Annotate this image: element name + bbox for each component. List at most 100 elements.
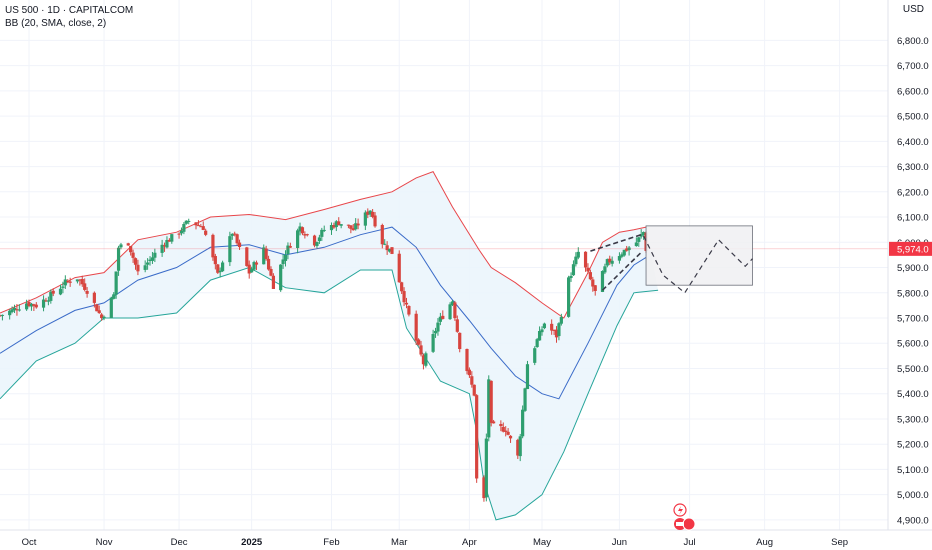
candle-body[interactable] — [441, 315, 445, 319]
candle-body[interactable] — [211, 234, 215, 258]
candle-body[interactable] — [187, 220, 191, 222]
candle-body[interactable] — [100, 314, 104, 319]
candle-body[interactable] — [283, 254, 288, 261]
candle-body[interactable] — [300, 227, 305, 234]
candle-body[interactable] — [51, 290, 55, 294]
candle-body[interactable] — [199, 226, 203, 228]
candle-body[interactable] — [346, 224, 351, 226]
candle-body[interactable] — [233, 233, 237, 235]
candle-body[interactable] — [583, 251, 588, 268]
candle-body[interactable] — [404, 302, 409, 305]
candle-body[interactable] — [83, 283, 87, 290]
candle-body[interactable] — [216, 264, 220, 273]
candle-body[interactable] — [608, 258, 612, 263]
candle-body[interactable] — [484, 438, 488, 498]
candle-body[interactable] — [569, 275, 573, 279]
projection-box[interactable] — [645, 225, 753, 286]
candle-body[interactable] — [148, 259, 152, 262]
candle-body[interactable] — [46, 300, 50, 302]
candle-body[interactable] — [320, 229, 324, 237]
candle-body[interactable] — [516, 439, 520, 456]
candle-body[interactable] — [639, 234, 643, 237]
candle-body[interactable] — [567, 277, 571, 317]
candle-body[interactable] — [15, 309, 19, 311]
candle-body[interactable] — [218, 270, 222, 273]
candle-body[interactable] — [356, 223, 360, 226]
candle-body[interactable] — [472, 384, 476, 396]
projection-path[interactable] — [643, 235, 753, 294]
candle-body[interactable] — [112, 294, 116, 299]
candle-body[interactable] — [92, 292, 96, 303]
candle-body[interactable] — [196, 225, 201, 227]
candle-body[interactable] — [571, 264, 576, 276]
candle-body[interactable] — [230, 233, 234, 236]
candle-body[interactable] — [8, 310, 12, 316]
candle-body[interactable] — [448, 304, 452, 320]
candle-body[interactable] — [339, 224, 343, 226]
candle-body[interactable] — [153, 252, 157, 258]
time-axis[interactable]: Oct Nov Dec 2025 Feb Mar Apr May Jun Jul Aug Sep — [0, 529, 932, 550]
candle-body[interactable] — [610, 260, 614, 264]
candle-body[interactable] — [537, 331, 542, 341]
candle-body[interactable] — [535, 339, 539, 348]
flag-event-icon-2[interactable] — [682, 517, 696, 531]
candle-body[interactable] — [366, 211, 370, 215]
candle-body[interactable] — [436, 322, 440, 332]
candle-body[interactable] — [424, 353, 428, 366]
candle-body[interactable] — [235, 234, 239, 244]
candle-body[interactable] — [354, 223, 358, 230]
candle-body[interactable] — [518, 436, 522, 457]
candle-body[interactable] — [349, 225, 353, 229]
candle-body[interactable] — [29, 303, 34, 307]
candle-body[interactable] — [44, 300, 48, 302]
candle-body[interactable] — [269, 268, 273, 276]
candle-body[interactable] — [312, 235, 317, 246]
candle-body[interactable] — [298, 226, 302, 232]
candle-body[interactable] — [450, 301, 455, 306]
candle-body[interactable] — [279, 264, 283, 291]
current-price-tag[interactable] — [889, 241, 932, 256]
candle-body[interactable] — [252, 262, 256, 270]
candle-body[interactable] — [119, 244, 123, 248]
candlesticks[interactable] — [0, 208, 888, 502]
candle-body[interactable] — [433, 330, 438, 334]
candle-body[interactable] — [167, 239, 171, 242]
candle-body[interactable] — [400, 282, 404, 292]
candle-body[interactable] — [334, 221, 338, 228]
candle-body[interactable] — [465, 348, 469, 372]
candle-body[interactable] — [387, 248, 392, 252]
candle-body[interactable] — [373, 215, 377, 227]
candle-body[interactable] — [213, 255, 217, 265]
candle-body[interactable] — [620, 254, 624, 257]
candle-body[interactable] — [550, 323, 554, 331]
candle-body[interactable] — [329, 225, 334, 231]
candle-body[interactable] — [66, 280, 70, 282]
candle-body[interactable] — [637, 237, 641, 242]
candle-body[interactable] — [271, 275, 276, 289]
candle-body[interactable] — [201, 226, 205, 230]
candle-body[interactable] — [482, 477, 486, 499]
projection-drawings[interactable] — [590, 225, 753, 294]
candle-body[interactable] — [133, 258, 138, 265]
candle-body[interactable] — [332, 225, 336, 228]
candle-body[interactable] — [228, 236, 232, 263]
candle-body[interactable] — [80, 278, 84, 285]
candle-body[interactable] — [262, 247, 266, 265]
bb-basis-line[interactable] — [0, 226, 647, 400]
candle-body[interactable] — [521, 409, 525, 437]
candle-body[interactable] — [363, 212, 367, 226]
candle-body[interactable] — [574, 256, 578, 265]
candle-body[interactable] — [467, 369, 472, 376]
candle-body[interactable] — [177, 233, 181, 235]
candle-body[interactable] — [540, 329, 544, 333]
candle-body[interactable] — [605, 259, 609, 266]
candle-body[interactable] — [131, 252, 135, 258]
candle-body[interactable] — [85, 290, 89, 294]
indicator-title[interactable]: BB (20, SMA, close, 2) — [5, 18, 107, 29]
candle-body[interactable] — [288, 246, 292, 248]
candle-body[interactable] — [12, 307, 17, 311]
candle-body[interactable] — [453, 302, 457, 319]
candle-body[interactable] — [506, 431, 510, 435]
candle-body[interactable] — [221, 262, 225, 272]
